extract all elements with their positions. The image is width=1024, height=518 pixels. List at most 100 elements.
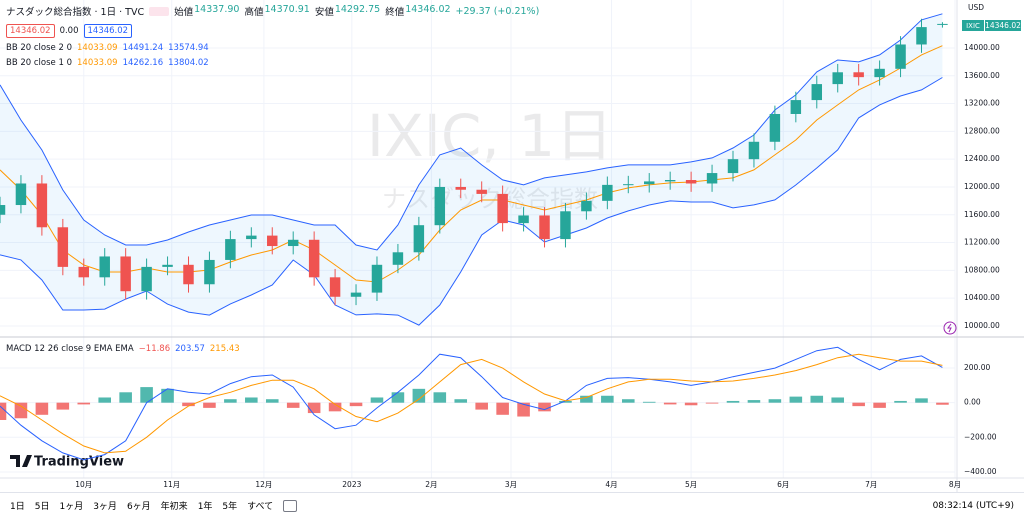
histogram-bar bbox=[580, 395, 593, 403]
histogram-bar bbox=[433, 392, 447, 403]
histogram-bar bbox=[684, 402, 698, 406]
histogram-bar bbox=[454, 399, 468, 403]
histogram-bar bbox=[894, 400, 907, 403]
candle-body bbox=[225, 239, 236, 260]
macd-value: 215.43 bbox=[209, 344, 240, 354]
y-tick-label: 10400.00 bbox=[964, 293, 1000, 302]
header-row: ナスダック総合指数 · 1日 · TVC 始値 14337.90 高値 14370.9… bbox=[6, 4, 539, 18]
bb-name: BB 20 close 2 0 bbox=[6, 43, 72, 53]
candle-body bbox=[790, 100, 802, 114]
compare-button[interactable] bbox=[149, 6, 170, 16]
histogram-bar bbox=[810, 395, 824, 403]
range-button[interactable]: 5日 bbox=[34, 502, 50, 512]
bb-upper: 14262.16 bbox=[122, 58, 164, 68]
chart: IXIC, 1日 ナスダック総合指数 IXIC 14346.02 USD Tra… bbox=[0, 0, 1024, 492]
histogram-bar bbox=[852, 402, 865, 407]
candle-body bbox=[413, 225, 425, 253]
bb-basis: 14033.09 bbox=[77, 43, 118, 53]
macd-legend: MACD 12 26 close 9 EMA EMA −11.86 203.57 2… bbox=[6, 344, 240, 354]
currency[interactable]: USD bbox=[968, 3, 984, 12]
x-tick-label: 10月 bbox=[75, 480, 92, 489]
candle-body bbox=[560, 211, 571, 240]
bb-legend: BB 20 close 1 0 14033.09 14262.16 13804.… bbox=[6, 58, 209, 68]
candle-body bbox=[518, 215, 529, 224]
bid-badge[interactable]: 14346.02 bbox=[6, 24, 55, 38]
candle-body bbox=[497, 193, 508, 224]
band-lower bbox=[0, 77, 943, 326]
watermark-sub: ナスダック総合指数 bbox=[382, 185, 598, 213]
range-button[interactable]: 1日 bbox=[10, 502, 25, 512]
candle-body bbox=[832, 72, 843, 85]
candle-body bbox=[476, 189, 487, 194]
ask-badge[interactable]: 14346.02 bbox=[83, 24, 133, 38]
candle-body bbox=[664, 180, 676, 182]
histogram-bar bbox=[14, 402, 28, 419]
event-icon[interactable] bbox=[943, 321, 957, 335]
brand-logo bbox=[10, 455, 32, 467]
range-button[interactable]: 1年 bbox=[197, 502, 213, 512]
candle-body bbox=[371, 264, 383, 293]
histogram-bar bbox=[517, 402, 530, 417]
histogram-bar bbox=[936, 402, 949, 405]
band-basis bbox=[0, 45, 943, 283]
date-range-button[interactable] bbox=[283, 499, 298, 512]
candle-body bbox=[643, 181, 655, 185]
macd-name: MACD 12 26 close 9 EMA EMA bbox=[6, 344, 134, 354]
change: +29.37 (+0.21%) bbox=[455, 5, 540, 17]
candle-body bbox=[350, 292, 362, 297]
bb-lower: 13804.02 bbox=[168, 58, 209, 68]
ohlc-value: 14370.91 bbox=[264, 4, 310, 15]
histogram-bar bbox=[559, 400, 572, 403]
candle-body bbox=[727, 159, 739, 174]
histogram-bar bbox=[705, 402, 719, 404]
histogram-bar bbox=[768, 399, 782, 403]
y-tick-label: 12800.00 bbox=[964, 126, 1000, 135]
y-tick-label: 13600.00 bbox=[964, 71, 1000, 80]
histogram-bar bbox=[56, 402, 70, 410]
range-button[interactable]: 3ヶ月 bbox=[93, 502, 117, 512]
candle-body bbox=[434, 186, 446, 226]
x-tick-label: 5月 bbox=[685, 480, 697, 489]
ohlc-label: 安値 bbox=[314, 7, 334, 18]
y-tick-label: 10800.00 bbox=[964, 265, 1000, 274]
macd-line bbox=[0, 346, 943, 461]
x-tick-label: 7月 bbox=[865, 480, 877, 489]
candle-body bbox=[162, 264, 173, 267]
range-button[interactable]: 1ヶ月 bbox=[59, 502, 84, 512]
candle-body bbox=[204, 259, 215, 285]
range-button[interactable]: すべて bbox=[247, 502, 274, 512]
event-icon-bolt bbox=[947, 323, 952, 333]
range-button[interactable]: 年初来 bbox=[160, 502, 188, 512]
x-tick-label: 3月 bbox=[505, 480, 517, 489]
ohlc-legend: 始値 14337.90 高値 14370.91 安値 14292.75 終値 14346.02 bbox=[174, 4, 450, 18]
clock: 08:32:14 (UTC+9) bbox=[932, 500, 1014, 511]
candle-body bbox=[874, 68, 885, 78]
ohlc-value: 14292.75 bbox=[334, 4, 381, 15]
histogram-bar bbox=[35, 402, 49, 415]
x-tick-label: 4月 bbox=[605, 480, 617, 489]
candle-body bbox=[99, 256, 110, 278]
range-buttons: 1日 5日 1ヶ月 3ヶ月 6ヶ月 年初来 1年 5年 すべて bbox=[10, 499, 273, 512]
candle-body bbox=[916, 27, 927, 45]
histogram-bar bbox=[370, 397, 384, 403]
histogram-bar bbox=[98, 397, 111, 403]
symbol-title[interactable]: ナスダック総合指数 · 1日 · TVC bbox=[6, 7, 145, 18]
candle-body bbox=[853, 72, 864, 78]
ohlc-label: 終値 bbox=[385, 7, 405, 18]
candle-body bbox=[769, 113, 781, 142]
macd-value: 203.57 bbox=[175, 344, 205, 354]
histogram-bar bbox=[203, 402, 216, 408]
ohlc-value: 14337.90 bbox=[194, 4, 240, 15]
candle-body bbox=[183, 264, 194, 285]
range-button[interactable]: 6ヶ月 bbox=[126, 502, 151, 512]
range-button[interactable]: 5年 bbox=[222, 502, 238, 512]
histogram-bar bbox=[726, 400, 740, 403]
histogram-bar bbox=[161, 388, 174, 403]
candle-body bbox=[895, 44, 906, 69]
histogram-bar bbox=[77, 402, 91, 405]
x-tick-label: 8月 bbox=[949, 480, 961, 489]
histogram-bar bbox=[182, 402, 195, 407]
bb-basis: 14033.09 bbox=[77, 58, 118, 68]
y-tick-label: 14000.00 bbox=[964, 43, 1000, 52]
badge-row: 14346.02 0.00 14346.02 bbox=[6, 24, 133, 38]
